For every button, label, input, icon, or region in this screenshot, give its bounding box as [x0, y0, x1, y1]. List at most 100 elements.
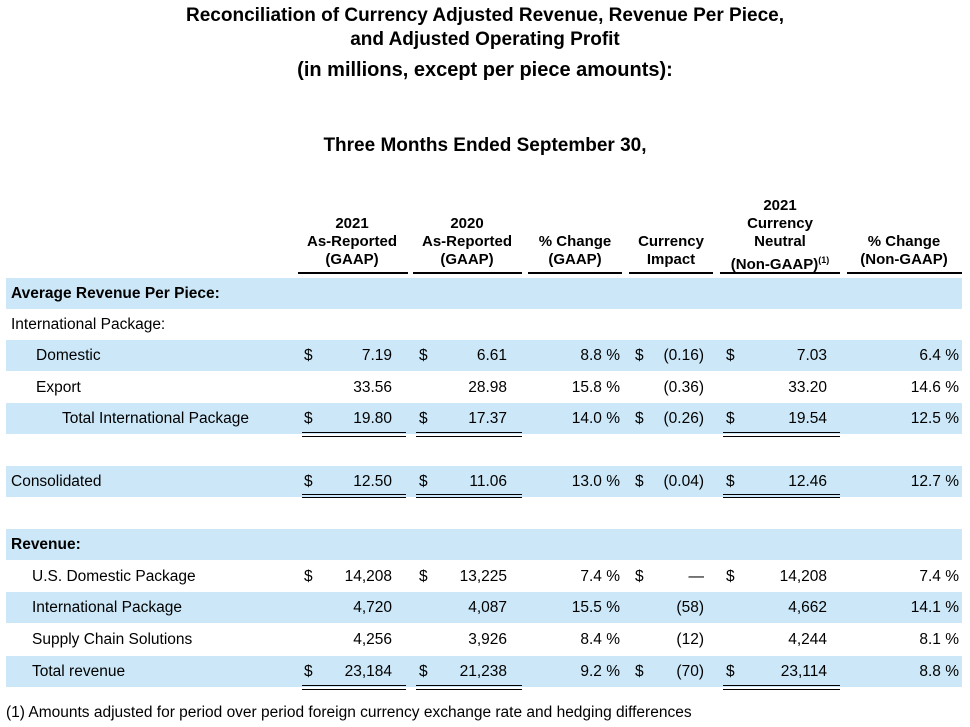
total-double-underline	[302, 497, 406, 498]
table-row: Supply Chain Solutions 4,256 3,926 8.4 % (12…	[6, 624, 962, 655]
column-header-underline	[528, 272, 622, 274]
column-header-underline	[413, 272, 522, 274]
table-row: Domestic $7.19 $6.61 8.8 % $ (0.16) $7.03 6.4 %	[6, 340, 962, 371]
column-header-text: % Change	[867, 233, 941, 250]
value-2021-currency-neutral: 4,244	[788, 631, 827, 648]
value-2021-currency-neutral: 19.54	[788, 410, 827, 427]
section-header-row: Revenue:	[6, 529, 962, 560]
dollar-sign: $	[635, 473, 644, 490]
value-2021-as-reported: 23,184	[344, 663, 392, 680]
table-row: Total International Package $19.80 $17.37 1…	[6, 403, 962, 434]
dollar-sign: $	[419, 473, 428, 490]
currency-impact-value: (0.26)	[663, 410, 705, 427]
total-double-underline	[302, 685, 406, 686]
column-header-text: Currency	[638, 233, 704, 250]
value-2021-currency-neutral: 33.20	[788, 379, 827, 396]
value-2021-currency-neutral: 4,662	[788, 599, 827, 616]
value-2021-as-reported: 7.19	[361, 347, 392, 364]
column-header-text: Impact	[646, 251, 696, 268]
dollar-sign: $	[726, 568, 735, 585]
value-2021-as-reported: 33.56	[353, 379, 392, 396]
table-row: Total revenue $23,184 $21,238 9.2 % $ (70) $23…	[6, 656, 962, 687]
column-header-text: % Change	[538, 233, 612, 250]
currency-impact-value: (12)	[676, 631, 704, 648]
value-2020-as-reported: 17.37	[468, 410, 507, 427]
value-2020-as-reported: 28.98	[468, 379, 507, 396]
column-header-text: 2021	[763, 197, 797, 214]
pct-change-gaap: 15.5 %	[571, 599, 620, 616]
table-row: U.S. Domestic Package $14,208 $13,225 7.4 %…	[6, 561, 962, 592]
row-label: U.S. Domestic Package	[32, 568, 196, 585]
dollar-sign: $	[635, 568, 644, 585]
column-header-text: (GAAP)	[325, 251, 379, 268]
row-label: Revenue:	[11, 536, 81, 553]
total-double-underline	[416, 685, 522, 686]
footnote-reference: (1)	[818, 255, 830, 265]
total-double-underline	[416, 432, 522, 433]
row-label: Domestic	[36, 347, 101, 364]
dollar-sign: $	[419, 568, 428, 585]
currency-impact-value: (0.04)	[663, 473, 705, 490]
dollar-sign: $	[419, 347, 428, 364]
report-title-line-2: and Adjusted Operating Profit	[350, 29, 620, 50]
total-double-underline	[723, 497, 840, 498]
total-double-underline	[723, 436, 840, 437]
table-row: Consolidated $12.50 $11.06 13.0 % $ (0.04) $12…	[6, 466, 962, 497]
column-header-text: (Non-GAAP)(1)	[730, 255, 830, 273]
total-double-underline	[416, 494, 522, 495]
section-header-row: Average Revenue Per Piece:	[6, 278, 962, 309]
dollar-sign: $	[726, 663, 735, 680]
value-2020-as-reported: 3,926	[468, 631, 507, 648]
column-header-underline	[629, 272, 713, 274]
value-2021-as-reported: 4,256	[353, 631, 392, 648]
column-header-text: Currency	[747, 215, 813, 232]
row-label: Total revenue	[32, 663, 126, 680]
total-double-underline	[723, 689, 840, 690]
table-row	[6, 497, 962, 528]
pct-change-non-gaap: 12.7 %	[910, 473, 959, 490]
total-double-underline	[723, 494, 840, 495]
dollar-sign: $	[304, 347, 313, 364]
row-label: Average Revenue Per Piece:	[11, 285, 220, 302]
value-2021-as-reported: 4,720	[353, 599, 392, 616]
pct-change-non-gaap: 7.4 %	[919, 568, 959, 585]
value-2021-currency-neutral: 7.03	[796, 347, 827, 364]
row-label: Total International Package	[62, 410, 249, 427]
currency-impact-value: (0.36)	[663, 379, 705, 396]
currency-impact-value: (0.16)	[663, 347, 705, 364]
currency-impact-value: —	[688, 568, 705, 585]
total-double-underline	[302, 494, 406, 495]
pct-change-non-gaap: 6.4 %	[919, 347, 959, 364]
pct-change-non-gaap: 8.8 %	[919, 663, 959, 680]
pct-change-non-gaap: 14.1 %	[910, 599, 959, 616]
dollar-sign: $	[304, 568, 313, 585]
table-row: Export 33.56 28.98 15.8 % (0.36) 33.20 14.6 %	[6, 372, 962, 403]
pct-change-gaap: 13.0 %	[571, 473, 620, 490]
dollar-sign: $	[635, 410, 644, 427]
column-header-underline	[720, 272, 840, 274]
column-header-text: 2020	[450, 215, 484, 232]
column-header-text: Neutral	[754, 233, 806, 250]
period-heading: Three Months Ended September 30,	[323, 135, 647, 156]
pct-change-gaap: 14.0 %	[571, 410, 620, 427]
value-2020-as-reported: 4,087	[468, 599, 507, 616]
dollar-sign: $	[304, 663, 313, 680]
column-header-text: As-Reported	[421, 233, 512, 250]
currency-impact-value: (70)	[676, 663, 704, 680]
table-row: International Package 4,720 4,087 15.5 % (58…	[6, 592, 962, 623]
dollar-sign: $	[635, 663, 644, 680]
row-label: International Package	[32, 599, 182, 616]
value-2020-as-reported: 21,238	[459, 663, 507, 680]
pct-change-gaap: 8.8 %	[580, 347, 620, 364]
dollar-sign: $	[726, 347, 735, 364]
table-row: International Package:	[6, 309, 962, 340]
dollar-sign: $	[419, 410, 428, 427]
row-label: Supply Chain Solutions	[32, 631, 193, 648]
column-header-underline	[298, 272, 408, 274]
row-label: Consolidated	[11, 473, 102, 490]
dollar-sign: $	[726, 473, 735, 490]
pct-change-gaap: 7.4 %	[580, 568, 620, 585]
value-2021-currency-neutral: 23,114	[780, 663, 827, 680]
total-double-underline	[416, 436, 522, 437]
total-double-underline	[416, 689, 522, 690]
